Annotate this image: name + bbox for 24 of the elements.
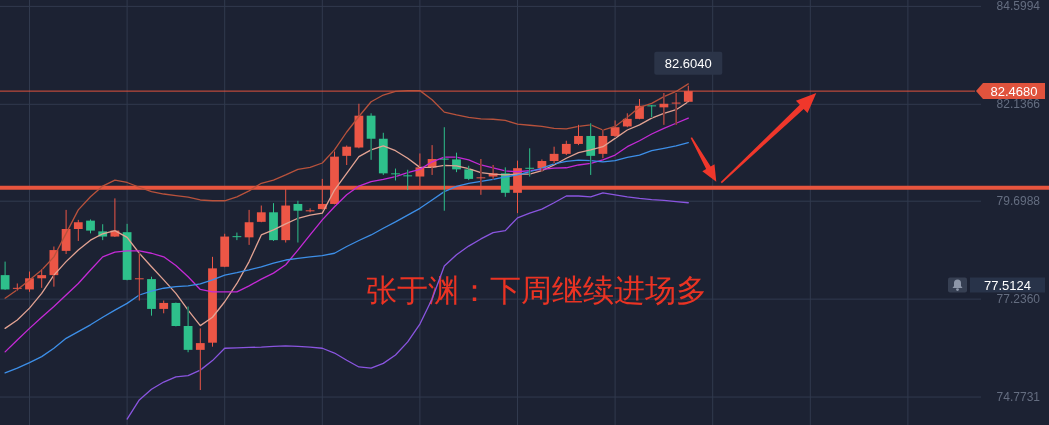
candlestick xyxy=(293,200,303,244)
candlestick xyxy=(574,124,583,146)
y-tick-label: 79.6988 xyxy=(996,194,1041,209)
text: 77.5124 xyxy=(984,277,1031,293)
annotation: 82.6040 xyxy=(664,55,712,71)
candlestick xyxy=(366,112,376,161)
candlestick xyxy=(342,145,352,166)
candlestick xyxy=(134,252,144,302)
candlestick xyxy=(73,219,83,242)
candlestick xyxy=(586,122,596,176)
y-tick-label: 82.1366 xyxy=(996,97,1041,112)
y-tick-label: 84.5994 xyxy=(996,0,1041,14)
candlestick xyxy=(403,169,413,191)
candlestick xyxy=(439,126,449,212)
candlestick xyxy=(195,327,205,391)
y-tick-label: 77.2360 xyxy=(996,292,1041,307)
candlestick xyxy=(647,104,657,118)
candlestick xyxy=(244,209,254,246)
ref-line-label: 82.4680 xyxy=(990,83,1038,99)
candlestick xyxy=(183,306,193,353)
y-tick-label: 74.7731 xyxy=(996,390,1041,405)
candlestick xyxy=(525,147,535,178)
candlestick xyxy=(452,152,461,173)
candlestick xyxy=(37,268,47,289)
